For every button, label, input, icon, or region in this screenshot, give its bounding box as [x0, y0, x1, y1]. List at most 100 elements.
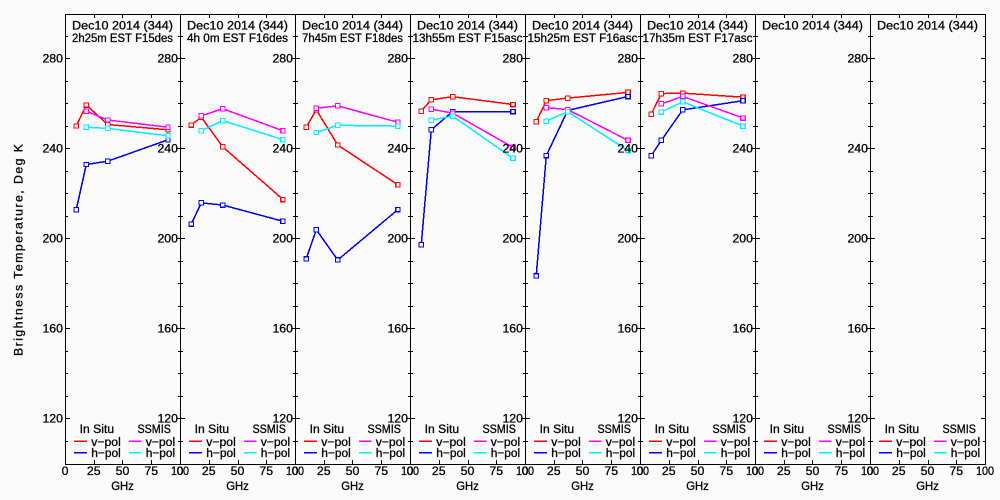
- svg-text:0: 0: [62, 464, 69, 478]
- svg-text:Dec10 2014 (344): Dec10 2014 (344): [762, 19, 863, 33]
- svg-text:0: 0: [177, 464, 184, 478]
- svg-text:100: 100: [746, 464, 764, 478]
- svg-text:100: 100: [631, 464, 649, 478]
- svg-text:25: 25: [662, 464, 676, 478]
- svg-text:280: 280: [157, 52, 178, 66]
- svg-text:120: 120: [847, 412, 868, 426]
- svg-text:2h25m EST F15des: 2h25m EST F15des: [72, 31, 173, 45]
- svg-text:50: 50: [346, 464, 360, 478]
- svg-text:160: 160: [157, 322, 178, 336]
- svg-text:75: 75: [144, 464, 158, 478]
- svg-text:240: 240: [502, 142, 523, 156]
- svg-text:50: 50: [576, 464, 590, 478]
- svg-text:GHz: GHz: [341, 479, 364, 493]
- svg-text:75: 75: [719, 464, 733, 478]
- svg-text:75: 75: [604, 464, 618, 478]
- svg-text:h−pol: h−pol: [321, 446, 351, 460]
- svg-text:240: 240: [617, 142, 638, 156]
- svg-text:160: 160: [42, 322, 63, 336]
- svg-text:50: 50: [461, 464, 475, 478]
- svg-text:100: 100: [286, 464, 304, 478]
- svg-text:280: 280: [387, 52, 408, 66]
- svg-text:75: 75: [949, 464, 963, 478]
- svg-text:GHz: GHz: [801, 479, 824, 493]
- svg-text:h−pol: h−pol: [261, 446, 291, 460]
- svg-text:13h55m EST F15asc: 13h55m EST F15asc: [413, 31, 523, 45]
- svg-text:v−pol: v−pol: [146, 435, 176, 449]
- svg-text:SSMIS: SSMIS: [482, 422, 516, 436]
- svg-text:GHz: GHz: [226, 479, 249, 493]
- svg-text:v−pol: v−pol: [321, 435, 351, 449]
- svg-text:100: 100: [401, 464, 419, 478]
- svg-text:Dec10 2014 (344): Dec10 2014 (344): [417, 19, 518, 33]
- svg-text:160: 160: [847, 322, 868, 336]
- svg-text:280: 280: [617, 52, 638, 66]
- svg-text:In Situ: In Situ: [80, 422, 115, 436]
- svg-text:v−pol: v−pol: [491, 435, 521, 449]
- svg-text:SSMIS: SSMIS: [597, 422, 631, 436]
- svg-text:120: 120: [387, 412, 408, 426]
- svg-text:GHz: GHz: [916, 479, 939, 493]
- svg-text:v−pol: v−pol: [896, 435, 926, 449]
- svg-text:Dec10 2014 (344): Dec10 2014 (344): [302, 19, 403, 33]
- svg-text:200: 200: [42, 232, 63, 246]
- svg-text:h−pol: h−pol: [206, 446, 236, 460]
- svg-text:160: 160: [732, 322, 753, 336]
- svg-text:h−pol: h−pol: [896, 446, 926, 460]
- svg-text:75: 75: [374, 464, 388, 478]
- svg-text:h−pol: h−pol: [376, 446, 406, 460]
- svg-text:0: 0: [292, 464, 299, 478]
- svg-text:240: 240: [42, 142, 63, 156]
- svg-text:50: 50: [921, 464, 935, 478]
- svg-text:SSMIS: SSMIS: [367, 422, 401, 436]
- svg-text:240: 240: [157, 142, 178, 156]
- svg-text:v−pol: v−pol: [551, 435, 581, 449]
- svg-text:v−pol: v−pol: [91, 435, 121, 449]
- svg-text:Dec10 2014 (344): Dec10 2014 (344): [532, 19, 633, 33]
- svg-text:17h35m EST F17asc: 17h35m EST F17asc: [643, 31, 753, 45]
- svg-text:In Situ: In Situ: [885, 422, 920, 436]
- svg-text:200: 200: [502, 232, 523, 246]
- svg-text:0: 0: [752, 464, 759, 478]
- svg-text:v−pol: v−pol: [376, 435, 406, 449]
- svg-text:Dec10 2014 (344): Dec10 2014 (344): [187, 19, 288, 33]
- svg-text:15h25m EST F16asc: 15h25m EST F16asc: [528, 31, 638, 45]
- svg-text:h−pol: h−pol: [436, 446, 466, 460]
- svg-text:v−pol: v−pol: [261, 435, 291, 449]
- svg-text:v−pol: v−pol: [781, 435, 811, 449]
- svg-text:25: 25: [317, 464, 331, 478]
- svg-text:In Situ: In Situ: [195, 422, 230, 436]
- svg-text:7h45m EST F18des: 7h45m EST F18des: [302, 31, 403, 45]
- svg-text:SSMIS: SSMIS: [712, 422, 746, 436]
- svg-text:50: 50: [231, 464, 245, 478]
- svg-text:In Situ: In Situ: [540, 422, 575, 436]
- svg-text:Brightness Temperature, Deg K: Brightness Temperature, Deg K: [11, 143, 25, 356]
- svg-text:v−pol: v−pol: [206, 435, 236, 449]
- svg-text:Dec10 2014 (344): Dec10 2014 (344): [877, 19, 978, 33]
- svg-text:GHz: GHz: [571, 479, 594, 493]
- svg-text:GHz: GHz: [456, 479, 479, 493]
- svg-text:120: 120: [617, 412, 638, 426]
- svg-text:v−pol: v−pol: [721, 435, 751, 449]
- svg-text:v−pol: v−pol: [951, 435, 981, 449]
- svg-text:100: 100: [516, 464, 534, 478]
- svg-text:240: 240: [272, 142, 293, 156]
- svg-text:GHz: GHz: [686, 479, 709, 493]
- svg-text:240: 240: [732, 142, 753, 156]
- svg-text:50: 50: [806, 464, 820, 478]
- svg-text:0: 0: [867, 464, 874, 478]
- svg-text:25: 25: [777, 464, 791, 478]
- svg-text:50: 50: [116, 464, 130, 478]
- svg-text:100: 100: [976, 464, 994, 478]
- svg-text:Dec10 2014 (344): Dec10 2014 (344): [647, 19, 748, 33]
- svg-text:240: 240: [387, 142, 408, 156]
- svg-text:25: 25: [892, 464, 906, 478]
- svg-text:280: 280: [502, 52, 523, 66]
- svg-text:In Situ: In Situ: [310, 422, 345, 436]
- svg-text:h−pol: h−pol: [91, 446, 121, 460]
- svg-text:200: 200: [387, 232, 408, 246]
- svg-text:75: 75: [834, 464, 848, 478]
- svg-text:75: 75: [489, 464, 503, 478]
- svg-text:240: 240: [847, 142, 868, 156]
- svg-text:200: 200: [847, 232, 868, 246]
